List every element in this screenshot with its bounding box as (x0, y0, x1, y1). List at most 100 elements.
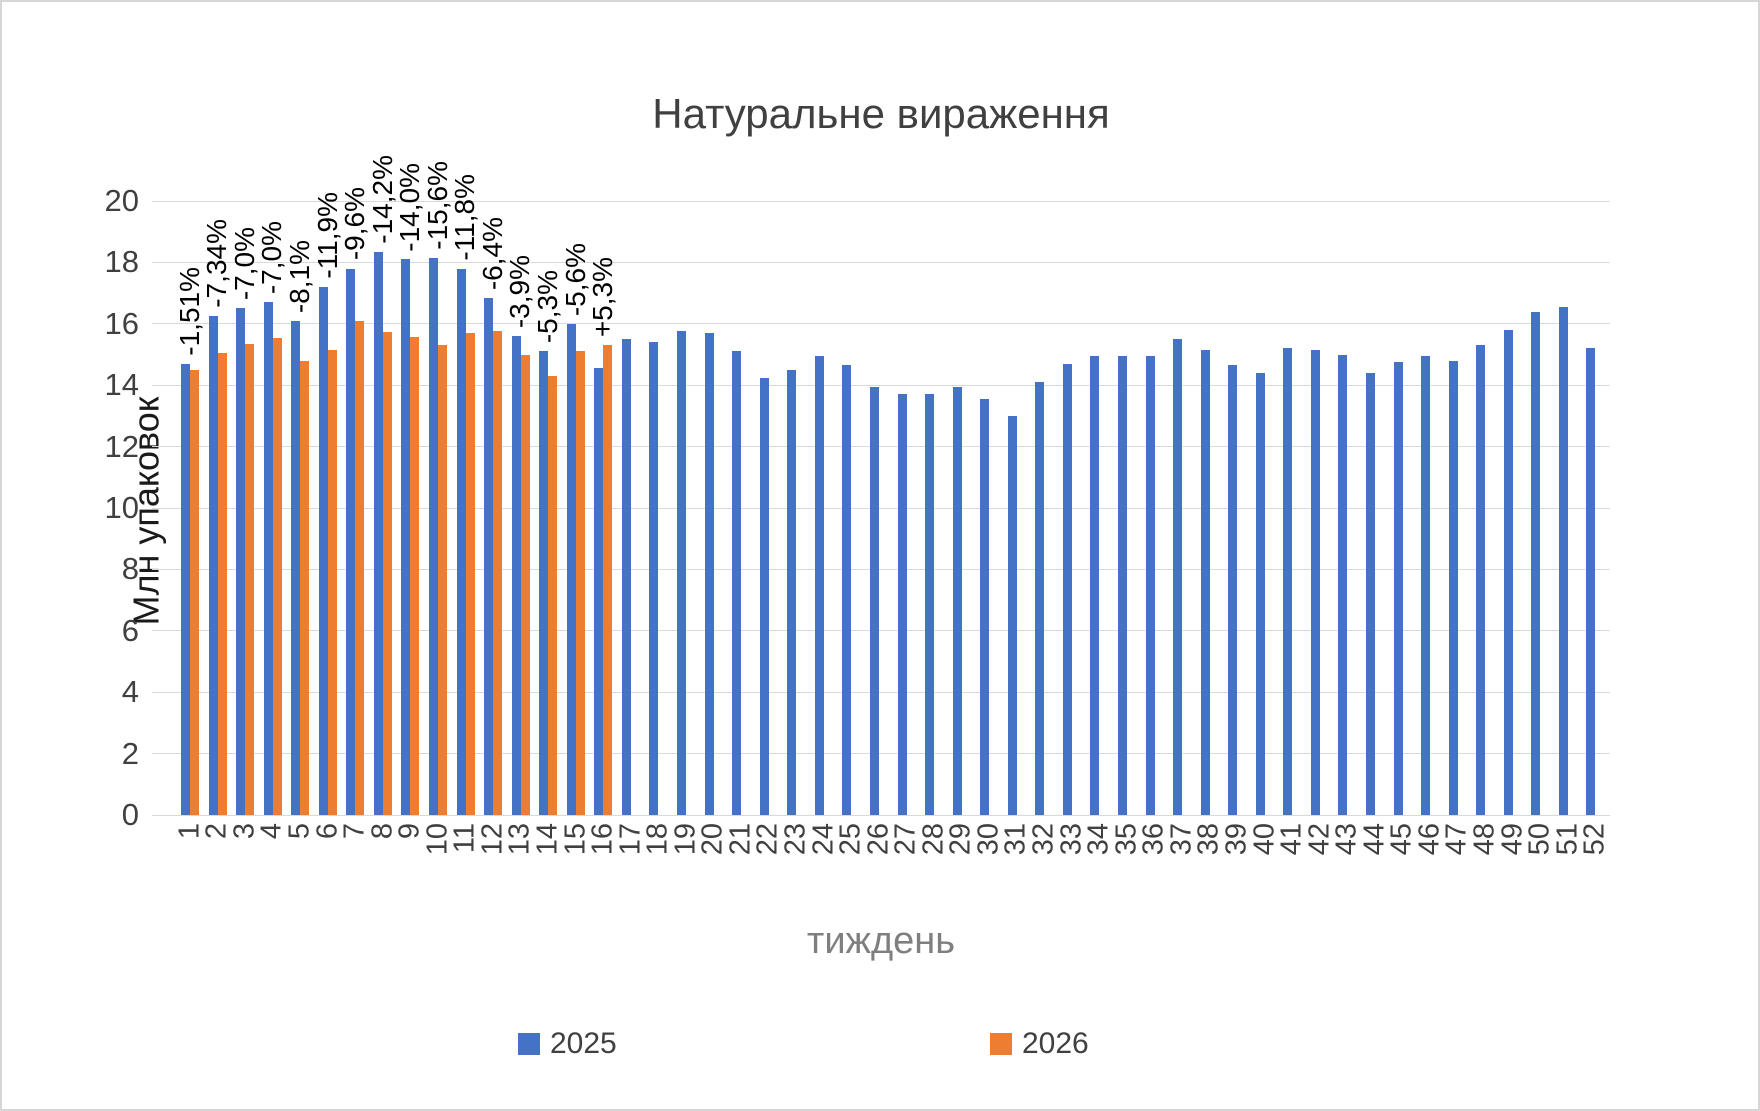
x-tick-label: 18 (641, 823, 674, 856)
bar-group-week-23: 23 (780, 201, 812, 855)
bar-2025 (1338, 354, 1348, 815)
bar-2026 (548, 376, 558, 815)
y-tick-label: 16 (104, 305, 139, 341)
bar-2026 (493, 330, 503, 815)
bar-2025 (1200, 349, 1210, 815)
x-tick-label: 36 (1137, 823, 1170, 856)
bar-2026 (603, 344, 613, 815)
x-tick-label: 7 (338, 823, 371, 840)
bar-group-week-2: -7,34% 2 (201, 201, 233, 839)
bar-2026 (438, 344, 448, 815)
x-tick-label: 9 (393, 823, 426, 840)
bar-2026 (382, 331, 392, 815)
bar-2025 (842, 365, 852, 815)
data-label: -7,0% (228, 227, 260, 301)
x-tick-label: 32 (1027, 823, 1060, 856)
gridline (152, 691, 1610, 693)
data-label: -1,51% (173, 267, 205, 356)
bar-2025 (1365, 372, 1375, 815)
bar-2025 (373, 251, 383, 815)
bar-2025 (263, 302, 273, 815)
bar-group-week-33: 33 (1055, 201, 1087, 855)
legend-label-2025: 2025 (550, 1027, 617, 1060)
bar-group-week-18: 18 (642, 201, 674, 855)
y-tick-label: 18 (104, 244, 139, 280)
bar-group-week-49: 49 (1496, 201, 1528, 855)
x-tick-label: 34 (1082, 823, 1115, 856)
chart-title: Натуральне вираження (652, 90, 1110, 137)
y-tick-label: 14 (104, 367, 139, 403)
bar-group-week-1: -1,51% 1 (173, 201, 205, 839)
bar-2026 (327, 349, 337, 815)
bar-2026 (217, 352, 227, 815)
legend-item-2025: 2025 (518, 1024, 617, 1064)
bar-group-week-32: 32 (1028, 201, 1060, 855)
bar-group-week-19: 19 (669, 201, 701, 855)
bar-2025 (1503, 329, 1513, 815)
bar-group-week-36: 36 (1138, 201, 1170, 855)
bar-group-week-20: 20 (697, 201, 729, 855)
bar-2025 (1228, 365, 1238, 815)
bar-group-week-35: 35 (1110, 201, 1142, 855)
bar-group-week-21: 21 (724, 201, 756, 855)
bar-group-week-31: 31 (1000, 201, 1032, 855)
x-tick-label: 41 (1275, 823, 1308, 856)
bar-group-week-6: -11,9% 6 (311, 192, 343, 839)
bar-group-week-38: 38 (1193, 201, 1225, 855)
data-label: +5,3% (587, 256, 619, 337)
bar-2025 (1117, 356, 1127, 815)
bar-2025 (1173, 339, 1183, 815)
bar-group-week-16: +5,3% 16 (587, 201, 619, 856)
bar-2025 (759, 377, 769, 815)
bar-2025 (732, 351, 742, 815)
bar-group-week-10: -15,6% 10 (421, 161, 453, 855)
gridline (152, 753, 1610, 755)
bar-group-week-15: -5,6% 15 (559, 201, 591, 856)
x-tick-label: 39 (1220, 823, 1253, 856)
gridline (152, 568, 1610, 570)
bar-2025 (704, 333, 714, 815)
bar-2026 (575, 351, 585, 815)
y-tick-label: 4 (121, 674, 139, 710)
gridline (152, 261, 1610, 263)
bar-group-week-17: 17 (614, 201, 646, 855)
bar-group-week-5: -8,1% 5 (283, 201, 315, 840)
bar-2025 (346, 268, 356, 815)
x-tick-label: 48 (1468, 823, 1501, 856)
bar-group-week-51: 51 (1551, 201, 1583, 855)
bar-2025 (1310, 349, 1320, 815)
legend-label-2026: 2026 (1022, 1027, 1089, 1060)
bar-2025 (511, 336, 521, 815)
data-label: -7,34% (201, 219, 233, 309)
bar-2025 (566, 323, 576, 815)
bar-group-week-44: 44 (1358, 201, 1390, 855)
bar-2025 (952, 386, 962, 815)
bar-2025 (1255, 372, 1265, 815)
data-label: -11,9% (311, 192, 343, 279)
x-tick-label: 45 (1385, 823, 1418, 856)
bar-2025 (181, 363, 190, 815)
bar-2026 (465, 333, 475, 815)
bar-group-week-9: -14,0% 9 (394, 163, 426, 840)
bar-2025 (980, 399, 990, 815)
bar-2025 (291, 320, 301, 815)
bar-2025 (1007, 415, 1017, 815)
plot-area: -1,51% 1 -7,34% 2 -7,0% 3 -7,0% 4 -8,1% 5 -11,9% 6-… (152, 155, 1611, 856)
gridline (152, 446, 1610, 448)
x-tick-label: 11 (448, 823, 481, 854)
x-tick-label: 2 (200, 823, 233, 840)
bar-2025 (539, 351, 549, 815)
bar-group-week-41: 41 (1276, 201, 1308, 855)
data-label: -6,4% (476, 216, 508, 290)
x-tick-label: 20 (696, 823, 729, 856)
x-tick-label: 5 (283, 823, 316, 840)
gridline (152, 200, 1610, 202)
data-label: -11,8% (449, 173, 481, 261)
bar-group-week-12: -6,4% 12 (476, 201, 508, 856)
bar-2026 (190, 370, 199, 815)
bar-2025 (1145, 356, 1155, 815)
bar-group-week-7: -9,6% 7 (339, 187, 371, 839)
data-label: -5,6% (559, 242, 591, 316)
bar-group-week-34: 34 (1083, 201, 1115, 855)
